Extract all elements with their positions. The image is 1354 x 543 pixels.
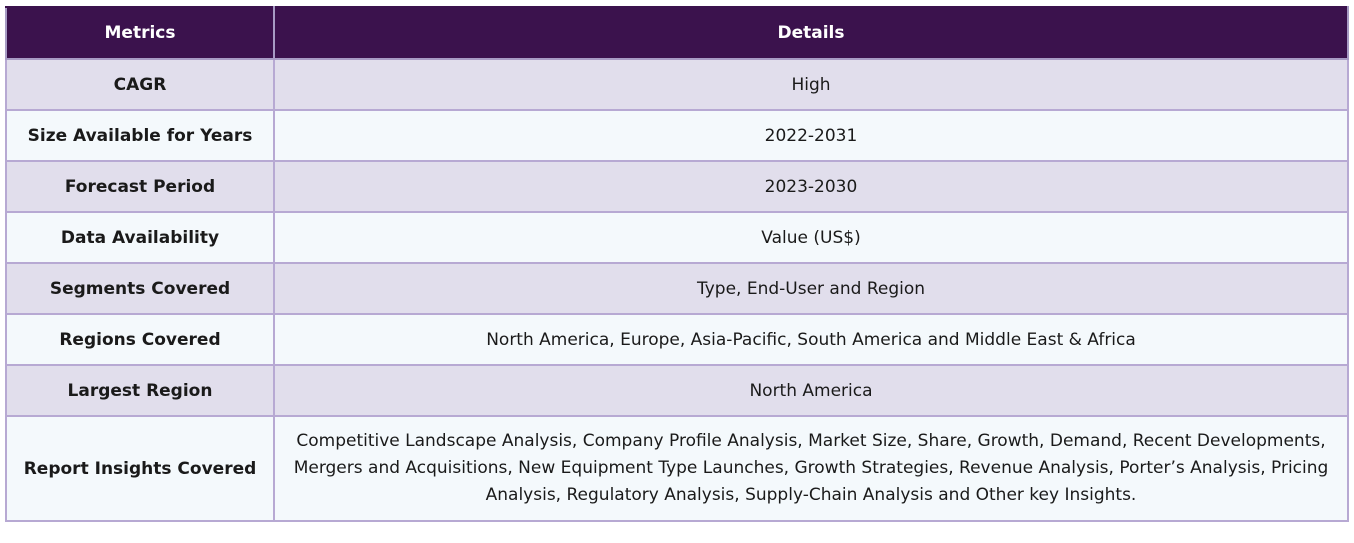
- table-row-cagr: CAGR High: [5, 58, 1349, 111]
- metric-cell: Report Insights Covered: [5, 415, 275, 522]
- detail-cell: 2022-2031: [273, 109, 1349, 162]
- detail-cell: 2023-2030: [273, 160, 1349, 213]
- metric-cell: Segments Covered: [5, 262, 275, 315]
- metric-cell: Data Availability: [5, 211, 275, 264]
- table-row-regions-covered: Regions Covered North America, Europe, A…: [5, 313, 1349, 366]
- detail-cell: Value (US$): [273, 211, 1349, 264]
- detail-cell: North America: [273, 364, 1349, 417]
- table-header-row: Metrics Details: [5, 6, 1349, 60]
- detail-cell: Competitive Landscape Analysis, Company …: [273, 415, 1349, 522]
- metric-cell: CAGR: [5, 58, 275, 111]
- metrics-column-header: Metrics: [5, 6, 275, 60]
- table-row-forecast-period: Forecast Period 2023-2030: [5, 160, 1349, 213]
- report-metrics-table-container: Metrics Details CAGR High Size Available…: [5, 6, 1349, 522]
- table-row-data-availability: Data Availability Value (US$): [5, 211, 1349, 264]
- metric-cell: Size Available for Years: [5, 109, 275, 162]
- metric-cell: Forecast Period: [5, 160, 275, 213]
- metric-cell: Largest Region: [5, 364, 275, 417]
- table-row-segments-covered: Segments Covered Type, End-User and Regi…: [5, 262, 1349, 315]
- table-row-largest-region: Largest Region North America: [5, 364, 1349, 417]
- report-metrics-table: Metrics Details CAGR High Size Available…: [5, 6, 1349, 522]
- table-row-size-available: Size Available for Years 2022-2031: [5, 109, 1349, 162]
- detail-cell: High: [273, 58, 1349, 111]
- detail-cell: North America, Europe, Asia-Pacific, Sou…: [273, 313, 1349, 366]
- table-row-report-insights: Report Insights Covered Competitive Land…: [5, 415, 1349, 522]
- detail-cell: Type, End-User and Region: [273, 262, 1349, 315]
- metric-cell: Regions Covered: [5, 313, 275, 366]
- details-column-header: Details: [273, 6, 1349, 60]
